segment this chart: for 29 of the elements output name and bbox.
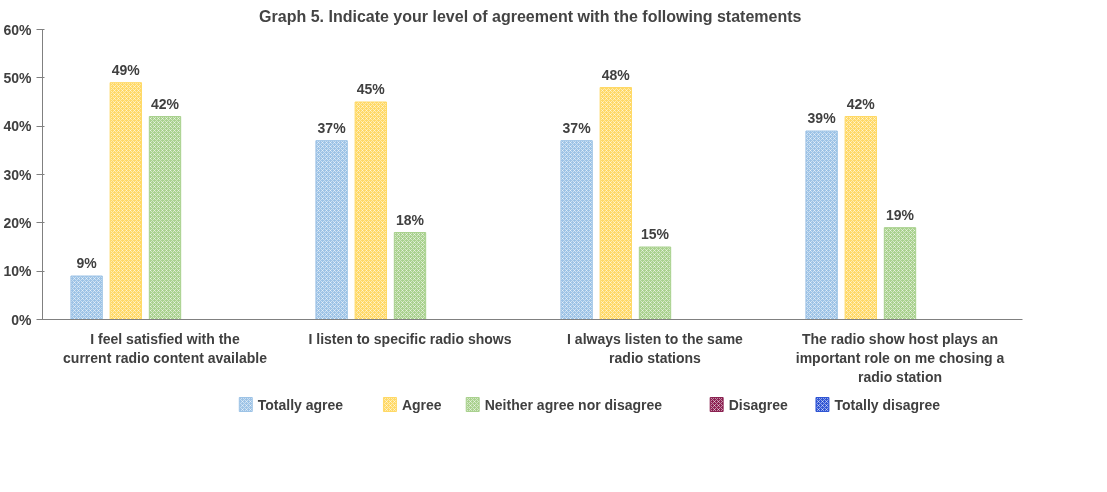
y-tick-label: 0% (11, 311, 33, 328)
y-tick-label: 60% (3, 21, 33, 38)
data-label: 48% (601, 66, 631, 83)
data-label: 9% (76, 255, 98, 271)
data-label: 19% (885, 206, 915, 223)
y-tick-label: 10% (3, 263, 33, 280)
data-label: 45% (356, 81, 386, 97)
data-label: 49% (111, 61, 141, 78)
legend-label: Totally disagree (834, 396, 941, 413)
legend-label: Disagree (728, 396, 789, 413)
legend-label: Totally agree (257, 396, 344, 413)
x-tick-label: I feel satisfied with the current radio content available (63, 330, 268, 366)
chart-title: Graph 5. Indicate your level of agreement with the following statements (259, 7, 802, 25)
data-label: 18% (395, 211, 425, 228)
y-tick-label: 50% (3, 69, 33, 86)
data-label: 39% (807, 110, 837, 126)
data-label: 42% (150, 95, 180, 112)
y-tick-label: 20% (3, 214, 33, 231)
data-label: 37% (562, 119, 592, 136)
legend-label: Neither agree nor disagree (484, 396, 663, 413)
y-tick-label: 30% (3, 166, 33, 183)
x-tick-label: The radio show host plays an important role on me chosing a radio station (795, 330, 1005, 385)
data-label: 42% (846, 95, 876, 112)
data-label: 37% (317, 119, 347, 136)
x-tick-label: I always listen to the same radio stations (567, 330, 744, 366)
x-tick-label: I listen to specific radio shows (308, 330, 512, 347)
data-label: 15% (640, 226, 670, 242)
legend-label: Agree (401, 396, 442, 413)
y-tick-label: 40% (3, 118, 33, 135)
